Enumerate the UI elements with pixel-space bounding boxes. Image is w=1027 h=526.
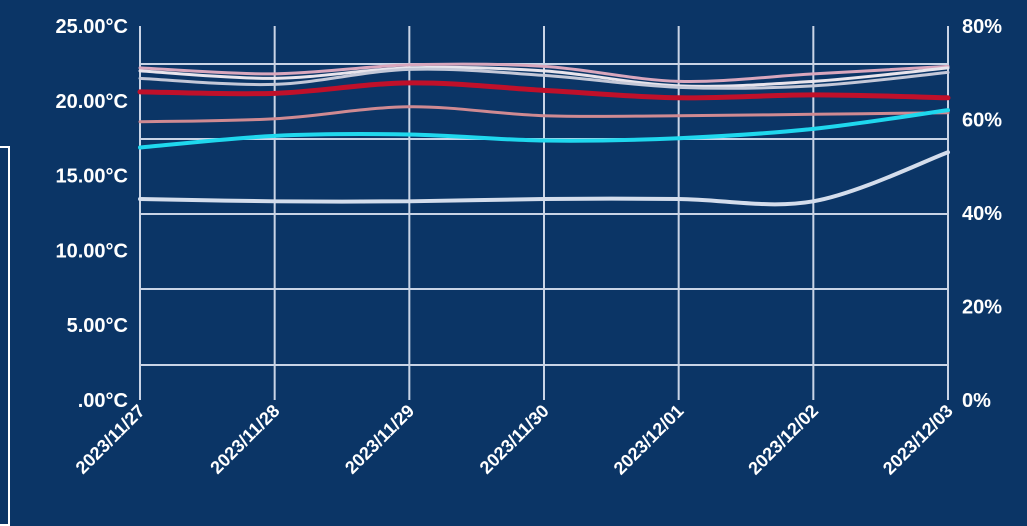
grid-lines [139, 26, 949, 400]
x-tick-label: 2023/12/03 [879, 401, 957, 479]
series-line-3 [138, 67, 950, 90]
y-right-tick-label: 60% [962, 110, 1002, 132]
x-tick-label: 2023/11/30 [476, 401, 553, 478]
y-right-tick-label: 80% [962, 16, 1002, 38]
x-tick-label: 2023/11/29 [341, 401, 418, 478]
y-left-tick-label: 15.00°C [56, 166, 129, 188]
y-left-tick-label: 20.00°C [56, 91, 129, 113]
series-line-7 [138, 150, 950, 207]
y-right-tick-label: 0% [962, 390, 991, 412]
series-line-1 [138, 62, 950, 84]
series-line-4 [137, 80, 951, 101]
x-tick-label: 2023/11/27 [72, 401, 149, 478]
series-line-2 [138, 65, 950, 88]
y-left-tick-label: .00°C [78, 390, 128, 412]
x-tick-label: 2023/11/28 [206, 401, 283, 478]
y-left-tick-label: 25.00°C [56, 16, 129, 38]
x-tick-label: 2023/12/01 [610, 401, 688, 479]
series-line-5 [138, 105, 950, 124]
x-tick-label: 2023/12/02 [744, 401, 822, 479]
y-right-tick-label: 20% [962, 297, 1002, 319]
y-left-tick-label: 10.00°C [56, 240, 129, 262]
axis-labels: .00°C 5.00°C 10.00°C 15.00°C 20.00°C 25.00°C 0… [56, 16, 1003, 479]
y-left-tick-label: 5.00°C [67, 315, 128, 337]
y-right-tick-label: 40% [962, 203, 1002, 225]
series-line-6 [138, 108, 950, 150]
series-group [137, 62, 951, 207]
